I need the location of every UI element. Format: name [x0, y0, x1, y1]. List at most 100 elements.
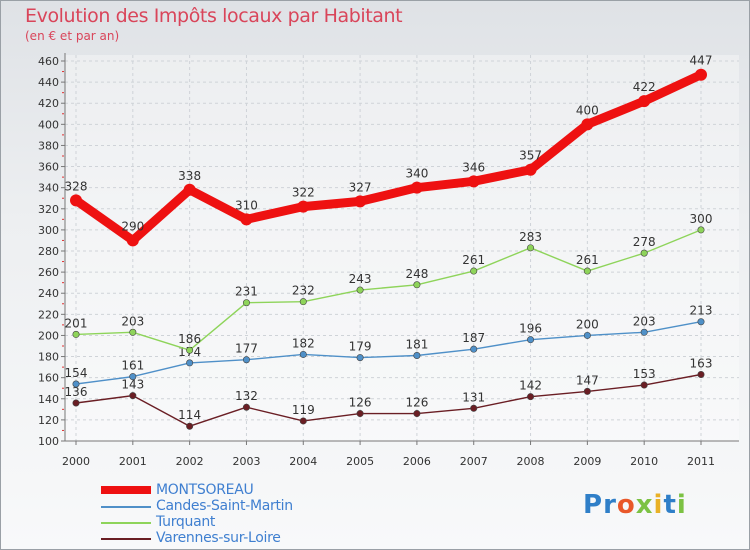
data-label-montsoreau-2009: 400 [576, 103, 599, 117]
x-tick-label-2005: 2005 [346, 455, 374, 468]
data-label-montsoreau-2005: 327 [349, 180, 372, 194]
data-point-candes-saint-martin-2007 [470, 345, 478, 353]
series-line-varennes-sur-loire [75, 373, 702, 427]
data-label-varennes-sur-loire-2006: 126 [405, 396, 428, 410]
data-label-montsoreau-2003: 310 [235, 198, 258, 212]
legend-swatch-candes-saint-martin [101, 506, 151, 508]
legend-swatch-montsoreau [101, 486, 151, 494]
data-point-montsoreau-2007 [467, 175, 480, 188]
data-point-montsoreau-2000 [70, 194, 82, 207]
logo-letter: r [603, 490, 617, 520]
data-point-turquant-2002 [186, 346, 194, 354]
data-point-turquant-2000 [72, 330, 80, 338]
data-label-turquant-2008: 283 [519, 230, 542, 244]
y-tick-label-200: 200 [38, 329, 59, 342]
data-point-turquant-2003 [242, 299, 250, 307]
data-label-varennes-sur-loire-2004: 119 [292, 403, 315, 417]
data-point-turquant-2005 [356, 286, 364, 294]
chart-subtitle: (en € et par an) [25, 29, 120, 43]
data-point-varennes-sur-loire-2008 [527, 393, 535, 401]
y-tick-label-340: 340 [38, 182, 59, 195]
data-label-montsoreau-2008: 357 [519, 149, 542, 163]
data-label-turquant-2011: 300 [690, 212, 713, 226]
y-tick-label-360: 360 [38, 161, 59, 174]
series-line-candes-saint-martin [75, 321, 702, 385]
legend-label-turquant: Turquant [156, 514, 216, 530]
series-line-montsoreau [71, 70, 706, 245]
data-point-candes-saint-martin-2011 [697, 318, 705, 326]
data-point-candes-saint-martin-2003 [242, 356, 250, 364]
x-tick-label-2003: 2003 [232, 455, 260, 468]
data-label-turquant-2007: 261 [462, 253, 485, 267]
data-point-varennes-sur-loire-2010 [640, 381, 648, 389]
y-tick-label-320: 320 [38, 203, 59, 216]
data-point-candes-saint-martin-2001 [129, 373, 137, 381]
chart-title: Evolution des Impôts locaux par Habitant [25, 5, 403, 27]
y-tick-label-300: 300 [38, 224, 59, 237]
data-point-varennes-sur-loire-2004 [299, 417, 307, 425]
proxiti-logo: Proxiti [583, 490, 687, 520]
data-point-varennes-sur-loire-2009 [583, 387, 591, 395]
data-label-candes-saint-martin-2010: 203 [633, 314, 656, 328]
data-point-varennes-sur-loire-2003 [242, 403, 250, 411]
y-tick-label-440: 440 [38, 76, 59, 89]
data-point-varennes-sur-loire-2001 [129, 392, 137, 400]
x-tick-label-2009: 2009 [573, 455, 601, 468]
data-point-varennes-sur-loire-2011 [697, 370, 705, 378]
y-tick-label-380: 380 [38, 139, 59, 152]
data-label-candes-saint-martin-2008: 196 [519, 322, 542, 336]
logo-letter: i [653, 490, 664, 520]
y-tick-label-120: 120 [38, 414, 59, 427]
logo-letter: i [676, 490, 687, 520]
y-tick-label-460: 460 [38, 55, 59, 68]
data-label-candes-saint-martin-2011: 213 [690, 304, 713, 318]
data-point-turquant-2008 [527, 244, 535, 252]
data-label-varennes-sur-loire-2008: 142 [519, 379, 542, 393]
x-tick-label-2000: 2000 [62, 455, 90, 468]
data-label-candes-saint-martin-2001: 161 [121, 359, 144, 373]
y-tick-label-100: 100 [38, 435, 59, 448]
data-label-turquant-2005: 243 [349, 272, 372, 286]
data-label-varennes-sur-loire-2005: 126 [349, 396, 372, 410]
x-tick-label-2010: 2010 [630, 455, 658, 468]
legend-swatch-turquant [101, 522, 151, 524]
legend-label-montsoreau: MONTSOREAU [156, 482, 254, 498]
data-point-turquant-2007 [470, 267, 478, 275]
data-label-varennes-sur-loire-2007: 131 [462, 390, 485, 404]
data-point-montsoreau-2004 [297, 200, 310, 213]
data-point-turquant-2009 [583, 267, 591, 275]
data-point-montsoreau-2002 [183, 183, 196, 196]
data-point-montsoreau-2009 [581, 118, 594, 131]
series-line-turquant [75, 229, 702, 351]
data-label-turquant-2006: 248 [405, 267, 428, 281]
data-point-candes-saint-martin-2010 [640, 328, 648, 336]
data-point-montsoreau-2003 [240, 213, 253, 226]
data-label-montsoreau-2004: 322 [292, 186, 315, 200]
data-point-montsoreau-2011 [695, 68, 707, 81]
data-label-candes-saint-martin-2003: 177 [235, 342, 258, 356]
data-point-candes-saint-martin-2000 [72, 380, 80, 388]
data-label-turquant-2000: 201 [65, 316, 88, 330]
y-tick-label-400: 400 [38, 118, 59, 131]
data-label-varennes-sur-loire-2002: 114 [178, 408, 201, 422]
data-label-montsoreau-2011: 447 [690, 54, 713, 68]
x-tick-label-2002: 2002 [176, 455, 204, 468]
data-label-varennes-sur-loire-2009: 147 [576, 373, 599, 387]
data-point-turquant-2011 [697, 226, 705, 234]
logo-letter: x [635, 490, 654, 520]
data-point-varennes-sur-loire-2007 [470, 404, 478, 412]
data-label-turquant-2002: 186 [178, 332, 201, 346]
data-label-varennes-sur-loire-2001: 143 [121, 378, 144, 392]
y-tick-label-140: 140 [38, 393, 59, 406]
y-tick-label-280: 280 [38, 245, 59, 258]
data-point-montsoreau-2005 [354, 195, 367, 208]
data-point-montsoreau-2008 [524, 163, 537, 176]
data-point-candes-saint-martin-2005 [356, 354, 364, 362]
data-point-montsoreau-2006 [410, 181, 423, 194]
logo-letter: o [616, 490, 636, 520]
legend-label-varennes-sur-loire: Varennes-sur-Loire [156, 530, 281, 546]
data-label-candes-saint-martin-2007: 187 [462, 331, 485, 345]
data-label-montsoreau-2007: 346 [462, 160, 485, 174]
